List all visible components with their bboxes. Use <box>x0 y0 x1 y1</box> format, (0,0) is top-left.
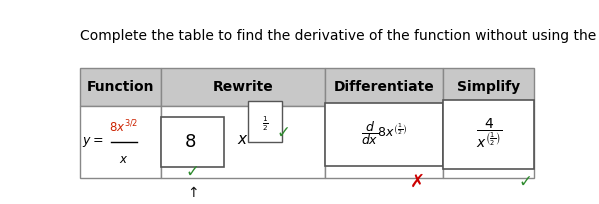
Text: $\frac{1}{2}$: $\frac{1}{2}$ <box>262 114 268 133</box>
FancyBboxPatch shape <box>161 117 224 167</box>
Text: Differentiate: Differentiate <box>334 80 435 94</box>
FancyBboxPatch shape <box>248 101 282 142</box>
FancyBboxPatch shape <box>80 69 161 106</box>
Text: ✓: ✓ <box>277 124 291 142</box>
Text: Function: Function <box>87 80 154 94</box>
FancyBboxPatch shape <box>325 106 443 178</box>
Text: ✓: ✓ <box>186 163 199 181</box>
Text: $\dfrac{4}{x^{\left(\frac{1}{2}\right)}}$: $\dfrac{4}{x^{\left(\frac{1}{2}\right)}}… <box>476 116 502 150</box>
FancyBboxPatch shape <box>443 100 534 169</box>
Text: $x$: $x$ <box>119 153 128 166</box>
FancyBboxPatch shape <box>325 103 443 166</box>
Text: $x$: $x$ <box>237 132 249 147</box>
Text: ✓: ✓ <box>519 173 533 191</box>
Text: $\dfrac{d}{dx}8x^{\left(\frac{1}{2}\right)}$: $\dfrac{d}{dx}8x^{\left(\frac{1}{2}\righ… <box>361 119 408 147</box>
FancyBboxPatch shape <box>325 69 443 106</box>
Text: 8: 8 <box>184 133 196 151</box>
FancyBboxPatch shape <box>443 106 534 178</box>
Text: Simplify: Simplify <box>458 80 521 94</box>
Text: ↑: ↑ <box>187 186 198 200</box>
Text: $y=$: $y=$ <box>82 135 103 149</box>
Text: Rewrite: Rewrite <box>213 80 274 94</box>
FancyBboxPatch shape <box>161 106 325 178</box>
Text: $8x^{3/2}$: $8x^{3/2}$ <box>109 118 138 135</box>
Text: ✗: ✗ <box>410 173 425 191</box>
FancyBboxPatch shape <box>161 69 325 106</box>
Text: Complete the table to find the derivative of the function without using the Quot: Complete the table to find the derivativ… <box>80 29 599 43</box>
FancyBboxPatch shape <box>443 69 534 106</box>
FancyBboxPatch shape <box>80 106 161 178</box>
